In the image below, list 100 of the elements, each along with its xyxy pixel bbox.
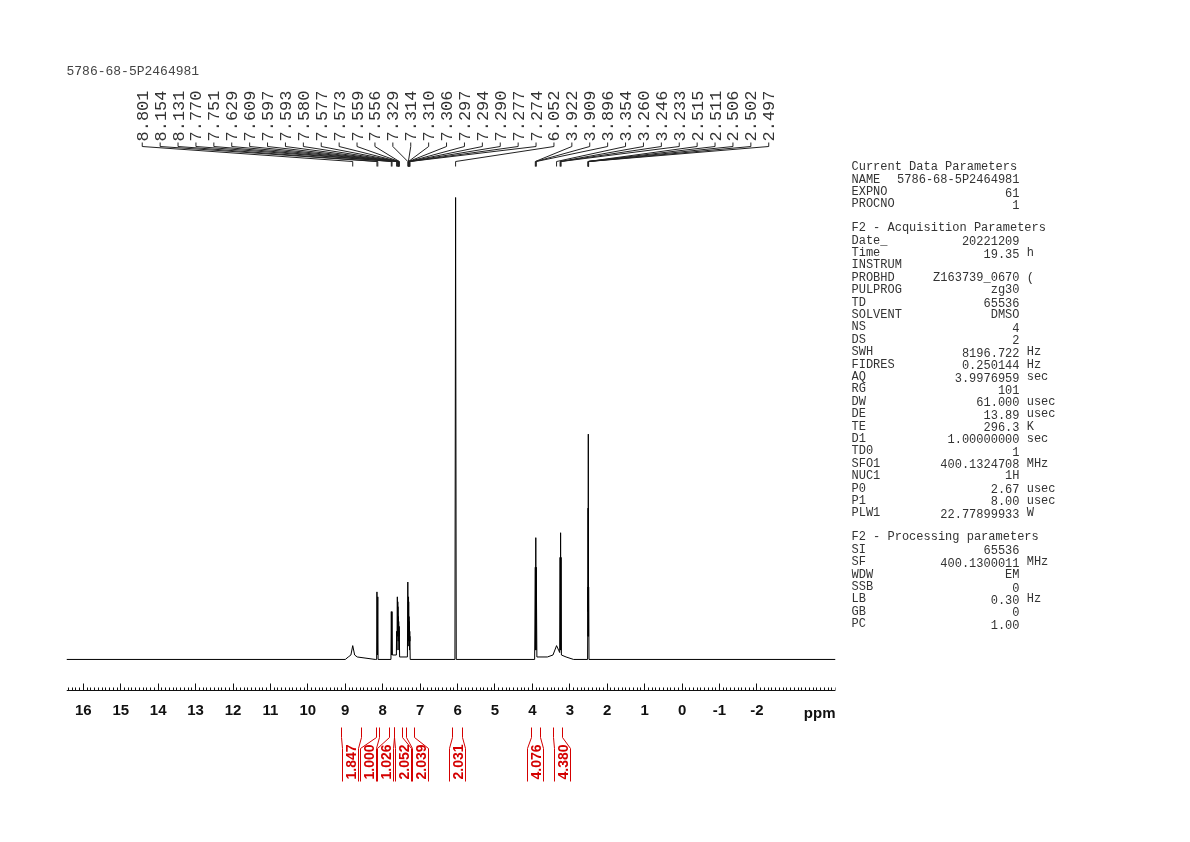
annotation: 7.314 [402,90,422,142]
category-label: DE [851,407,866,422]
x-tick-label: 13 [187,700,204,718]
annotation: 7.559 [348,90,368,142]
annotation: 3.922 [563,90,583,142]
annotation: 7.329 [384,90,404,142]
category-label: SF [851,555,866,570]
x-axis-title: ppm [803,704,836,721]
annotation: 7.593 [276,90,296,142]
annotation: 3.260 [634,90,654,142]
annotation: 2.506 [724,90,744,142]
text: zg30 [990,283,1020,298]
category-label: TD0 [851,444,874,459]
text: 0 [1012,606,1020,621]
x-tick-label: 14 [149,700,168,718]
text: 2.031 [449,744,466,780]
text: 1.00000000 sec [947,431,1049,448]
x-tick-label: 0 [677,700,687,718]
annotation: 3.246 [652,90,672,142]
text: 65536 [983,544,1020,559]
x-tick-label: 10 [299,700,317,718]
annotation: 3.233 [670,90,690,142]
text: 1.00 [990,618,1020,633]
x-tick-label: 9 [341,700,350,718]
x-tick-label: 6 [453,700,462,718]
x-tick-label: 15 [112,700,130,718]
category-label: PLW1 [851,506,881,521]
category-label: RG [851,382,866,397]
annotation: 7.629 [223,90,243,142]
x-tick-label: -2 [750,700,764,718]
x-tick-label: 12 [224,700,242,718]
category-label: SI [851,542,866,557]
category-label: TD [851,295,866,310]
annotation: 7.297 [455,90,475,142]
text: EM [1005,567,1020,582]
category-label: P1 [851,493,866,508]
category-label: SSB [851,580,874,594]
annotation: 7.609 [241,90,261,142]
category-label: AQ [851,370,866,384]
category-label: PROBHD [851,270,895,285]
text: Z163739_0670 ( [933,270,1034,285]
category-label: P0 [851,481,866,496]
x-tick-label: 5 [490,700,500,718]
category-label: PULPROG [851,283,902,298]
annotation: 2.497 [760,90,780,142]
category-label: SFO1 [851,456,881,471]
x-tick-label: 1 [640,700,649,718]
x-tick-label: 16 [75,700,92,718]
category-label: DS [851,332,866,347]
annotation: 2.515 [688,90,708,142]
annotation: 8.154 [151,90,171,142]
text: F2 - Processing parameters [851,529,1039,544]
annotation: 7.577 [312,90,332,142]
annotation: 7.277 [509,90,529,142]
x-tick-label: 3 [565,700,574,718]
text: 4.380 [554,744,571,780]
category-label: EXPNO [851,185,888,199]
annotation: 6.052 [545,90,565,142]
text: Current Data Parameters [851,159,1018,174]
text: 1 [1012,445,1020,460]
category-label: D1 [851,431,866,446]
category-label: TE [851,419,866,434]
annotation: 3.909 [581,90,601,142]
category-label: INSTRUM [851,258,902,273]
category-label: SWH [851,345,874,360]
x-tick-label: 11 [262,700,279,718]
category-label: PROCNO [851,197,895,212]
annotation: 8.801 [133,90,153,142]
x-tick-label: 8 [378,700,387,718]
category-label: DW [851,394,867,409]
annotation: 2.502 [742,90,762,142]
chart-title: 5786-68-5P2464981 [66,63,200,79]
text: 1.026 [377,744,394,780]
annotation: 8.131 [169,90,189,142]
text: 2 [1012,334,1020,349]
category-label: Date_ [851,233,889,248]
category-label: NAME [851,172,881,187]
text: 4 [1012,321,1020,336]
category-label: LB [851,592,866,607]
category-label: GB [851,604,866,619]
annotation: 7.274 [527,90,547,142]
category-label: WDW [851,567,874,582]
text: 1 [1012,198,1020,213]
annotation: 7.770 [187,90,207,142]
annotation: 7.751 [205,90,225,142]
x-tick-label: 7 [415,700,425,718]
category-label: FIDRES [851,357,895,372]
text: 2.039 [412,744,429,780]
annotation: 7.556 [366,90,386,142]
annotation: 7.306 [438,90,458,142]
category-label: NUC1 [851,469,881,484]
x-tick-label: 4 [528,700,538,718]
annotation: 3.896 [599,90,619,142]
text: 1.000 [360,744,377,780]
annotation: 2.511 [706,90,726,142]
text: 4.076 [527,744,544,780]
annotation: 7.597 [259,90,279,142]
x-tick-label: -1 [712,700,727,718]
annotation: 7.310 [420,90,440,142]
text: 2.052 [395,744,412,780]
